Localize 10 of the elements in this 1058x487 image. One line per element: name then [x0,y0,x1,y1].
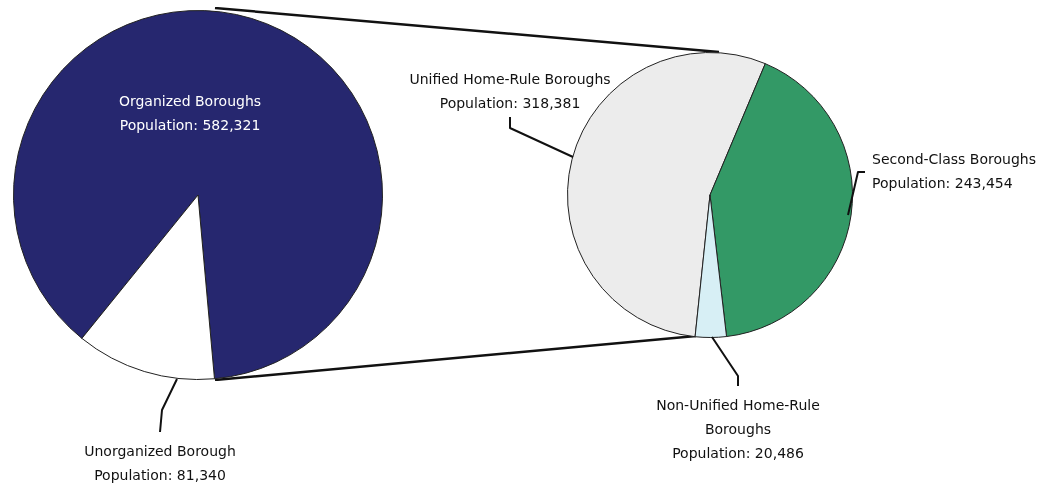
data-label: Population: 582,321 [119,116,261,133]
data-label: Population: 81,340 [94,466,226,483]
slice-label: Organized Boroughs [118,92,262,109]
data-label: Population: 20,486 [672,444,804,461]
slice-label: Non-Unified Home-Rule Boroughs [656,396,820,437]
data-label: Population: 318,381 [439,94,581,111]
slice-label: Unified Home-Rule Boroughs [409,70,611,87]
slice-label: Second-Class Boroughs [872,150,1036,167]
slice-label: Unorganized Borough [84,442,236,459]
data-label: Population: 243,454 [872,174,1013,191]
